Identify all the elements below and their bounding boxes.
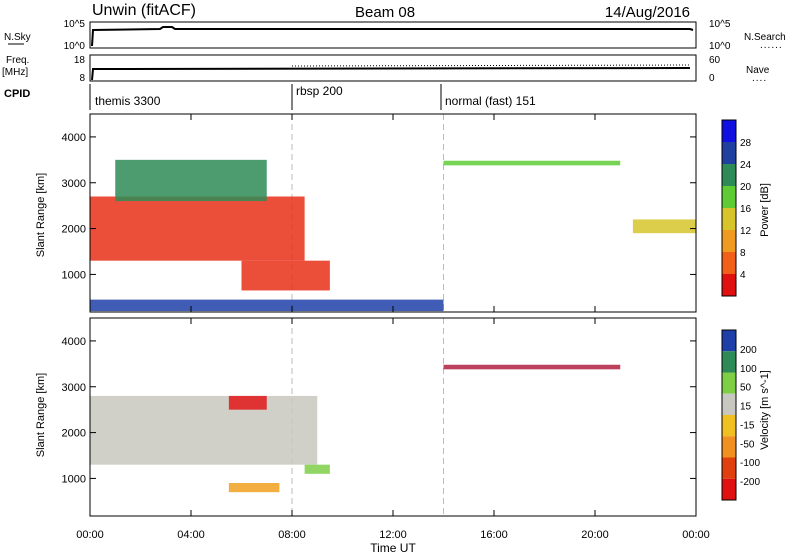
nsearch-legend-dots: ...... bbox=[760, 40, 783, 51]
colorbar-swatch bbox=[722, 252, 736, 274]
noise-left-tick-bottom: 10^0 bbox=[64, 41, 86, 52]
x-tick-label: 16:00 bbox=[480, 529, 508, 541]
colorbar-tick-label: -200 bbox=[740, 477, 760, 488]
x-tick-label: 00:00 bbox=[76, 529, 104, 541]
x-tick-label: 08:00 bbox=[278, 529, 306, 541]
velocity-colorbar: 200 100 50 15 -15 -50 -100 -200 bbox=[721, 329, 760, 501]
freq-left-tick-bottom: 8 bbox=[79, 73, 85, 84]
colorbar-swatch bbox=[722, 478, 736, 500]
colorbar-frame bbox=[721, 119, 737, 297]
colorbar-swatch bbox=[722, 208, 736, 230]
velocity-y-tick-label: 1000 bbox=[62, 473, 86, 485]
colorbar-swatch bbox=[722, 372, 736, 394]
velocity-echo-region bbox=[443, 364, 621, 370]
power-y-tick-label: 3000 bbox=[62, 178, 86, 190]
x-tick-label: 20:00 bbox=[581, 529, 609, 541]
power-y-tick-label: 4000 bbox=[62, 132, 86, 144]
velocity-echo-region bbox=[304, 464, 330, 474]
colorbar-tick-label: -50 bbox=[740, 439, 755, 450]
noise-left-tick-top: 10^5 bbox=[64, 19, 86, 30]
velocity-y-tick-label: 2000 bbox=[62, 428, 86, 440]
colorbar-swatch bbox=[722, 415, 736, 437]
velocity-y-tick-label: 4000 bbox=[62, 336, 86, 348]
colorbar-tick-label: 16 bbox=[740, 204, 752, 215]
colorbar-tick-label: 15 bbox=[740, 402, 752, 413]
cpid-segment-1: rbsp 200 bbox=[296, 84, 343, 98]
colorbar-tick-label: -15 bbox=[740, 420, 755, 431]
power-echo-region bbox=[90, 196, 305, 261]
date-title: 14/Aug/2016 bbox=[605, 4, 690, 21]
x-axis-label: Time UT bbox=[370, 541, 416, 554]
colorbar-swatch bbox=[722, 186, 736, 208]
nave-line bbox=[291, 64, 691, 67]
noise-panel-frame bbox=[89, 21, 697, 49]
colorbar-tick-label: -100 bbox=[740, 458, 760, 469]
power-echo-region bbox=[632, 219, 696, 234]
x-tick-label: 04:00 bbox=[177, 529, 205, 541]
power-echo-region bbox=[90, 299, 444, 312]
colorbar-swatch bbox=[722, 351, 736, 373]
colorbar-swatch bbox=[722, 120, 736, 142]
velocity-echo-region bbox=[90, 395, 318, 465]
noise-sky-line bbox=[91, 26, 694, 47]
colorbar-tick-label: 100 bbox=[740, 364, 757, 375]
noise-right-tick-top: 10^5 bbox=[709, 19, 731, 30]
velocity-echo-region bbox=[228, 483, 280, 493]
colorbar-swatch bbox=[722, 393, 736, 415]
y-axis-label-velocity: Slant Range [km] bbox=[35, 373, 47, 457]
freq-panel-frame bbox=[89, 54, 697, 82]
x-tick-label: 00:00 bbox=[682, 529, 710, 541]
mhz-label: [MHz] bbox=[2, 67, 28, 78]
x-tick-label: 12:00 bbox=[379, 529, 407, 541]
colorbar-swatch bbox=[722, 436, 736, 458]
power-echo-region bbox=[241, 260, 330, 291]
nsearch-label: N.Search bbox=[744, 32, 786, 43]
beam-title: Beam 08 bbox=[355, 4, 415, 21]
freq-label: Freq. bbox=[6, 55, 29, 66]
power-colorbar: 28 24 20 16 12 8 4 bbox=[721, 119, 752, 297]
velocity-y-tick-label: 3000 bbox=[62, 382, 86, 394]
colorbar-swatch bbox=[722, 457, 736, 479]
colorbar-swatch bbox=[722, 164, 736, 186]
freq-line bbox=[91, 67, 691, 81]
freq-left-tick-top: 18 bbox=[74, 55, 86, 66]
colorbar-swatch bbox=[722, 274, 736, 296]
freq-right-tick-bottom: 0 bbox=[709, 73, 715, 84]
nsky-label: N.Sky bbox=[4, 32, 31, 43]
colorbar-tick-label: 20 bbox=[740, 182, 752, 193]
noise-right-tick-bottom: 10^0 bbox=[709, 41, 731, 52]
colorbar-tick-label: 28 bbox=[740, 138, 752, 149]
colorbar-tick-label: 24 bbox=[740, 160, 752, 171]
colorbar-frame bbox=[721, 329, 737, 501]
cpid-segment-0: themis 3300 bbox=[95, 94, 161, 108]
power-panel: 1000 2000 3000 4000 bbox=[62, 113, 697, 313]
freq-right-tick-top: 60 bbox=[709, 55, 721, 66]
power-echo-region bbox=[443, 160, 621, 166]
colorbar-swatch bbox=[722, 142, 736, 164]
velocity-echo-region bbox=[228, 395, 267, 410]
nave-label: Nave bbox=[746, 65, 770, 76]
power-colorbar-label: Power [dB] bbox=[759, 183, 771, 237]
station-title: Unwin (fitACF) bbox=[92, 2, 196, 19]
power-echo-region bbox=[115, 159, 267, 202]
colorbar-tick-label: 12 bbox=[740, 226, 752, 237]
nave-legend-dots: .... bbox=[752, 73, 767, 84]
colorbar-tick-label: 8 bbox=[740, 248, 746, 259]
cpid-label: CPID bbox=[4, 88, 30, 100]
velocity-colorbar-label: Velocity [m s^-1] bbox=[759, 370, 771, 450]
colorbar-swatch bbox=[722, 330, 736, 352]
colorbar-swatch bbox=[722, 230, 736, 252]
cpid-segment-2: normal (fast) 151 bbox=[445, 94, 536, 108]
y-axis-label-power: Slant Range [km] bbox=[35, 173, 47, 257]
power-y-tick-label: 2000 bbox=[62, 224, 86, 236]
colorbar-tick-label: 50 bbox=[740, 383, 752, 394]
colorbar-tick-label: 200 bbox=[740, 345, 757, 356]
colorbar-tick-label: 4 bbox=[740, 270, 746, 281]
power-y-tick-label: 1000 bbox=[62, 269, 86, 281]
velocity-panel: 1000 2000 3000 4000 00:00 04:00 08:00 12:00 16:0… bbox=[62, 317, 710, 541]
